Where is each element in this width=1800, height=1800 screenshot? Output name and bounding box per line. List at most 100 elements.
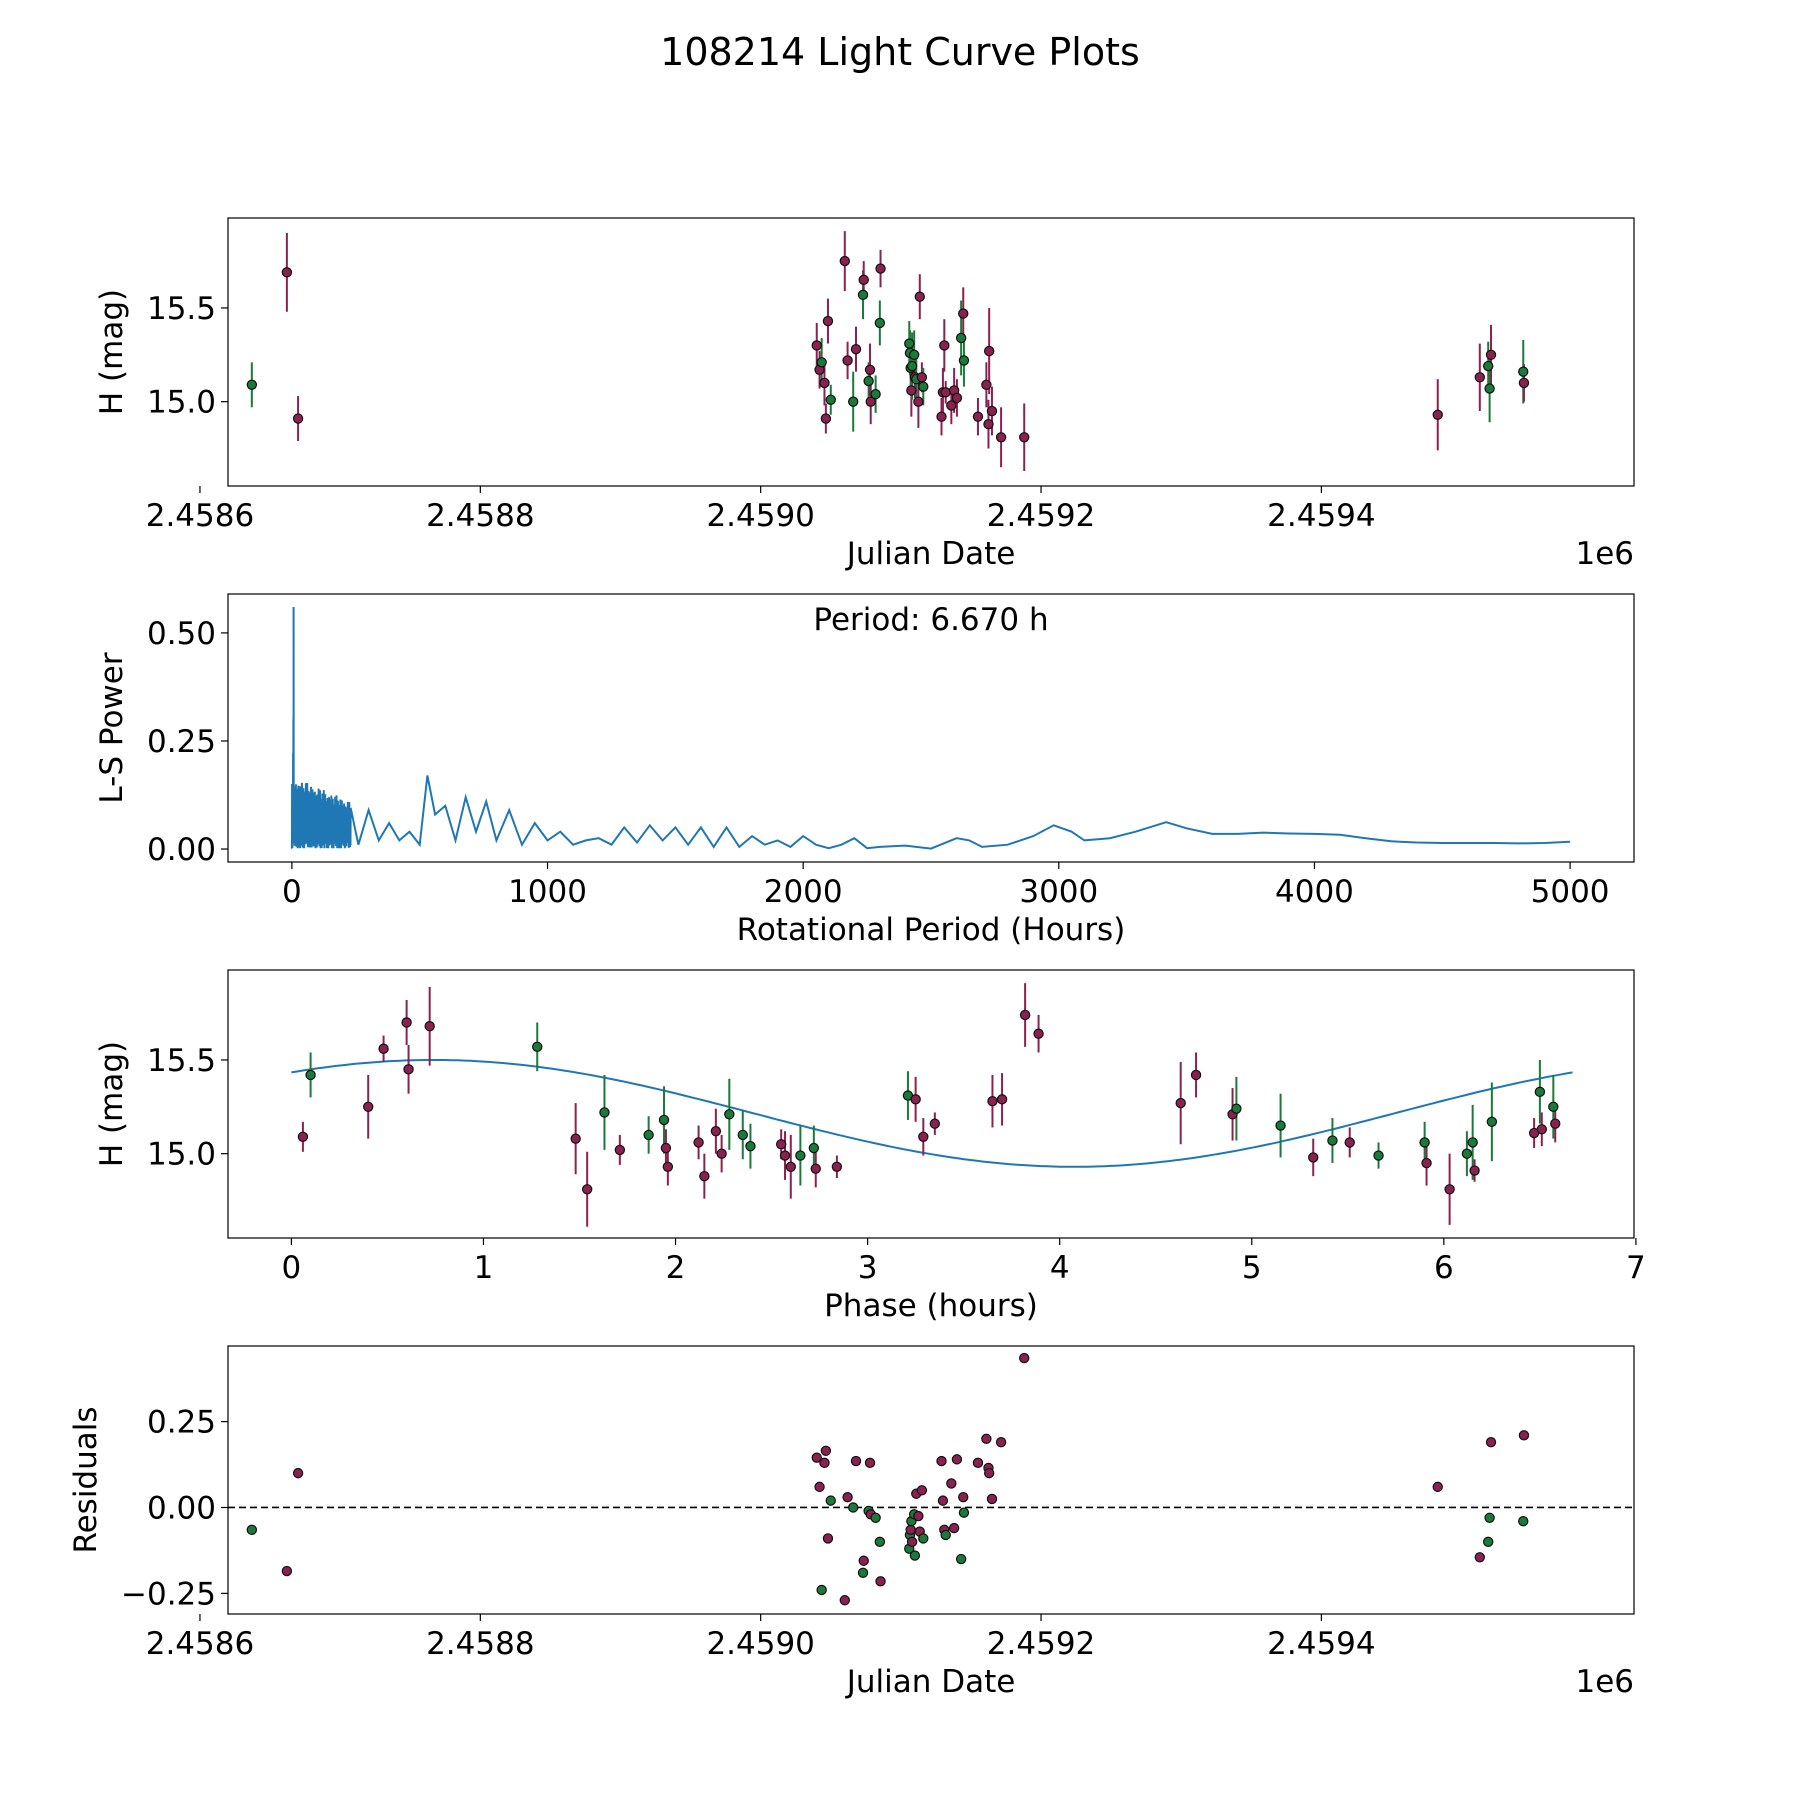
x-axis-label: Julian Date — [845, 1664, 1016, 1700]
data-point — [246, 379, 258, 390]
data-point — [1175, 1097, 1186, 1109]
panel-periodogram: 0 1000 2000 3000 4000 5000 0.00 0.25 0.50 Rotatio… — [94, 593, 1635, 948]
y-tick-label: 0.00 — [147, 832, 216, 868]
data-point — [914, 291, 925, 302]
data-point — [864, 364, 876, 376]
data-point — [816, 1584, 827, 1596]
data-point — [1327, 1135, 1338, 1146]
data-point — [906, 1536, 918, 1548]
data-point — [570, 1133, 581, 1144]
data-point — [281, 267, 293, 278]
x-tick-label: 4000 — [1275, 874, 1354, 910]
data-point — [948, 1522, 960, 1534]
data-point — [848, 396, 859, 407]
x-offset-label: 1e6 — [1575, 536, 1634, 572]
data-point — [811, 340, 822, 351]
x-tick-label: 2.4590 — [706, 1626, 814, 1662]
data-point — [662, 1161, 674, 1172]
data-point — [929, 1118, 941, 1129]
data-point — [857, 289, 869, 301]
figure-title: 108214 Light Curve Plots — [660, 30, 1140, 74]
data-point — [870, 388, 881, 400]
y-tick-label: 15.0 — [147, 385, 216, 421]
x-tick-label: 5000 — [1531, 874, 1610, 910]
y-axis-label: L-S Power — [94, 652, 130, 803]
x-tick-label: 0 — [282, 874, 302, 910]
data-point — [858, 274, 869, 286]
x-axis-label: Rotational Period (Hours) — [737, 912, 1126, 948]
data-point — [1469, 1165, 1480, 1176]
data-point — [955, 1553, 967, 1565]
data-point — [906, 360, 918, 372]
data-point — [614, 1144, 626, 1156]
axes-frame — [227, 1345, 1635, 1615]
x-tick-label: 2.4592 — [987, 1626, 1095, 1662]
data-point — [737, 1129, 748, 1141]
x-tick-label: 2.4588 — [426, 498, 534, 534]
x-tick-label: 6 — [1434, 1250, 1454, 1286]
data-point — [1485, 1437, 1497, 1448]
y-tick-label: −0.25 — [121, 1576, 216, 1612]
x-tick-label: 2.4594 — [1267, 498, 1375, 534]
y-tick-label: 15.5 — [147, 1043, 216, 1079]
data-point — [874, 1536, 886, 1548]
data-point — [918, 1533, 929, 1544]
y-axis-label: H (mag) — [94, 1041, 130, 1167]
data-point — [305, 1069, 316, 1081]
data-point — [908, 349, 920, 361]
data-point — [810, 1163, 821, 1174]
data-point — [842, 1491, 853, 1503]
data-point — [1474, 1552, 1486, 1563]
plot-area — [291, 983, 1573, 1227]
data-point — [842, 355, 853, 366]
data-point — [1308, 1152, 1319, 1163]
data-point — [863, 375, 874, 387]
data-point — [1485, 349, 1497, 361]
data-point — [848, 1502, 859, 1513]
data-point — [857, 1567, 869, 1578]
data-point — [693, 1137, 704, 1148]
x-tick-label: 2000 — [764, 874, 843, 910]
data-point — [858, 1555, 869, 1566]
model-curve — [291, 1059, 1573, 1168]
data-point — [981, 379, 992, 390]
data-point — [983, 1467, 995, 1479]
data-point — [995, 1437, 1007, 1448]
data-point — [951, 392, 963, 404]
period-annotation: Period: 6.670 h — [813, 602, 1048, 638]
data-point — [581, 1184, 593, 1195]
x-tick-label: 2.4586 — [146, 498, 254, 534]
data-point — [939, 340, 950, 351]
data-point — [983, 418, 994, 430]
x-axis-label: Julian Date — [845, 536, 1016, 572]
data-point — [865, 396, 876, 407]
data-point — [1474, 372, 1486, 383]
data-point — [814, 1481, 825, 1493]
y-tick-label: 0.50 — [147, 616, 216, 652]
data-point — [1484, 1512, 1495, 1523]
data-point — [297, 1131, 309, 1142]
data-point — [1486, 1116, 1498, 1128]
y-tick-label: 15.0 — [147, 1137, 216, 1173]
data-point — [699, 1170, 710, 1182]
data-point — [779, 1150, 791, 1161]
data-point — [1419, 1137, 1430, 1148]
data-point — [658, 1114, 670, 1126]
data-point — [850, 343, 862, 355]
data-point — [913, 396, 924, 407]
x-tick-label: 2.4588 — [426, 1626, 534, 1662]
data-point — [775, 1139, 787, 1150]
data-point — [599, 1107, 610, 1118]
data-point — [1033, 1028, 1044, 1039]
data-point — [825, 394, 836, 405]
x-tick-label: 2.4586 — [146, 1626, 254, 1662]
data-point — [874, 317, 886, 329]
y-tick-label: 0.25 — [147, 1405, 216, 1441]
y-axis-label: H (mag) — [94, 289, 130, 415]
x-tick-label: 7 — [1626, 1250, 1646, 1286]
data-point — [909, 1550, 921, 1561]
data-point — [940, 1529, 951, 1541]
data-point — [716, 1148, 727, 1159]
axes-frame — [227, 593, 1635, 863]
